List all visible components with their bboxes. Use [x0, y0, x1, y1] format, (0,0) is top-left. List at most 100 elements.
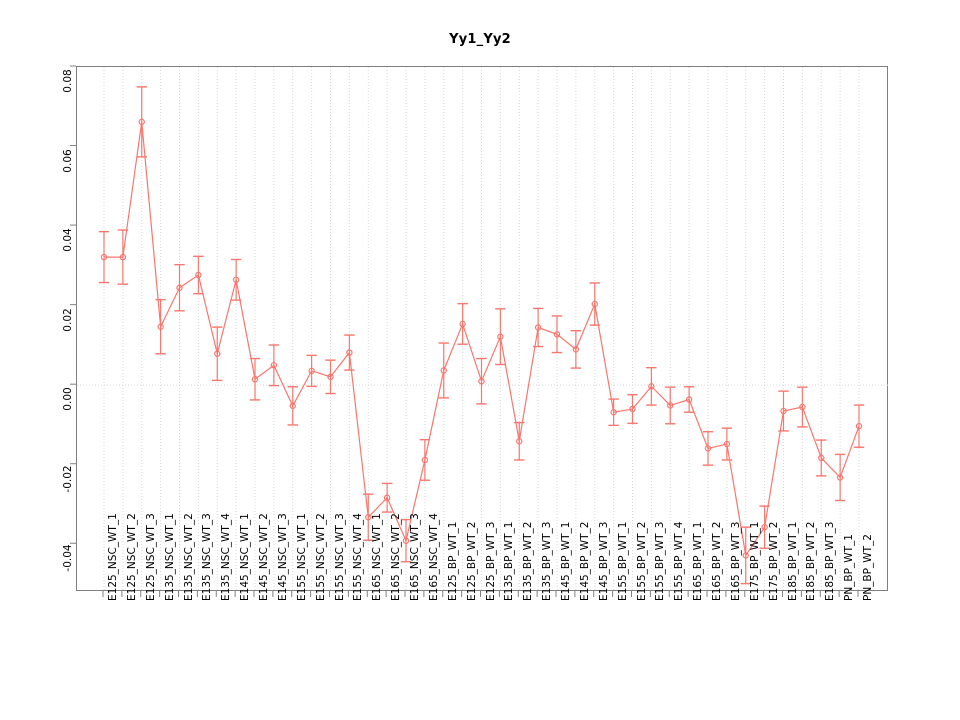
data-point-group [117, 229, 129, 285]
data-point-group [476, 357, 487, 405]
data-point-group [363, 493, 374, 541]
data-point-group [193, 255, 204, 295]
data-point-group [98, 230, 110, 284]
data-point-marker [648, 383, 655, 390]
x-tick-label: E145_BP_WT_3 [597, 521, 610, 601]
x-tick-label: E165_NSC_WT_4 [427, 513, 440, 601]
data-point-marker [572, 346, 580, 353]
x-tick-label: E155_BP_WT_3 [654, 521, 667, 601]
data-point-marker [383, 494, 391, 501]
data-point-marker [270, 362, 278, 369]
data-point-group [551, 315, 563, 354]
data-point-group [589, 282, 600, 326]
data-point-marker [308, 367, 315, 375]
data-point-group [268, 344, 280, 387]
data-point-group [834, 453, 846, 502]
data-point-marker [195, 271, 202, 279]
data-point-marker [610, 409, 617, 416]
x-tick-label: E145_NSC_WT_2 [258, 513, 270, 601]
x-tick-label: PN_BP_WT_2 [862, 534, 874, 601]
x-tick-label: E125_BP_WT_3 [484, 521, 497, 601]
x-tick-label: E155_NSC_WT_4 [352, 513, 365, 601]
x-tick-label: E155_BP_WT_4 [673, 521, 686, 601]
data-point-group [665, 386, 676, 425]
data-point-marker [534, 324, 542, 331]
data-point-group [740, 526, 751, 585]
data-point-marker [497, 333, 504, 340]
data-point-group [212, 326, 223, 382]
data-point-group [419, 438, 431, 481]
data-point-marker [780, 407, 787, 415]
data-point-marker [478, 378, 485, 385]
x-tick-label: E165_BP_WT_1 [692, 521, 705, 601]
x-tick-label: E125_BP_WT_2 [465, 521, 478, 601]
data-point-group [400, 518, 412, 563]
x-tick-label: E135_NSC_WT_2 [182, 513, 195, 601]
data-point-group [306, 354, 317, 388]
data-point-group [230, 258, 242, 301]
data-point-group [570, 329, 582, 369]
x-tick-label: E165_NSC_WT_3 [409, 513, 421, 601]
data-point-marker [761, 523, 768, 531]
data-point-group [721, 427, 733, 461]
x-tick-label: E125_NSC_WT_2 [125, 513, 138, 601]
x-tick-label: E165_BP_WT_2 [711, 521, 723, 601]
data-point-marker [704, 445, 712, 452]
x-tick-label: E135_BP_WT_3 [541, 521, 554, 601]
x-tick-label: E155_BP_WT_2 [635, 521, 648, 601]
x-tick-label: E155_BP_WT_1 [616, 521, 629, 601]
x-tick-label: E135_NSC_WT_1 [163, 513, 176, 601]
data-point-group [853, 404, 865, 448]
data-point-group [646, 366, 657, 406]
x-tick-label: E135_BP_WT_2 [522, 521, 535, 601]
data-point-marker [591, 300, 598, 308]
data-point-group [778, 390, 789, 432]
data-point-group [702, 431, 714, 466]
data-point-marker [855, 422, 863, 430]
data-point-group [683, 386, 695, 413]
data-point-marker [100, 253, 108, 261]
data-point-marker [346, 349, 353, 356]
data-point-group [797, 386, 808, 428]
data-point-marker [818, 454, 825, 462]
data-point-group [174, 263, 185, 312]
x-tick-label: E185_BP_WT_2 [805, 521, 818, 601]
x-tick-label: E145_BP_WT_2 [578, 521, 591, 601]
data-point-marker [365, 514, 372, 521]
data-point-group [532, 307, 544, 348]
data-point-marker [327, 373, 334, 381]
data-point-group [608, 398, 619, 427]
x-tick-label: E175_BP_WT_2 [767, 521, 780, 601]
data-point-marker [402, 537, 410, 544]
x-tick-label: E135_NSC_WT_4 [220, 513, 233, 601]
data-point-marker [214, 350, 221, 357]
x-tick-label: E155_NSC_WT_1 [295, 513, 308, 601]
plot-canvas [77, 67, 889, 592]
data-point-group [816, 439, 827, 477]
data-point-marker [799, 403, 806, 411]
x-tick-label: E135_BP_WT_1 [503, 521, 516, 601]
data-point-group [457, 302, 468, 345]
data-point-marker [119, 253, 127, 261]
data-point-group [325, 359, 336, 395]
x-tick-label: E145_BP_WT_1 [560, 521, 572, 601]
data-point-marker [421, 456, 429, 464]
chart-title: Yy1_Yy2 [449, 32, 511, 47]
x-tick-label: E165_BP_WT_3 [729, 521, 742, 601]
data-point-marker [685, 396, 693, 403]
x-tick-label: E145_NSC_WT_3 [276, 513, 289, 601]
x-tick-label: E165_NSC_WT_1 [371, 513, 384, 601]
data-point-marker [723, 440, 731, 448]
data-point-group [287, 386, 298, 426]
data-point-marker [289, 402, 296, 410]
data-point-group [381, 482, 393, 513]
data-point-group [249, 357, 261, 401]
x-tick-label: E125_BP_WT_1 [446, 521, 459, 601]
x-tick-label: E155_NSC_WT_2 [314, 513, 327, 601]
data-point-marker [553, 331, 561, 338]
x-tick-label: E135_NSC_WT_3 [201, 513, 214, 601]
data-point-marker [459, 320, 466, 328]
x-tick-label: E185_BP_WT_3 [824, 521, 837, 601]
data-point-marker [667, 402, 674, 409]
